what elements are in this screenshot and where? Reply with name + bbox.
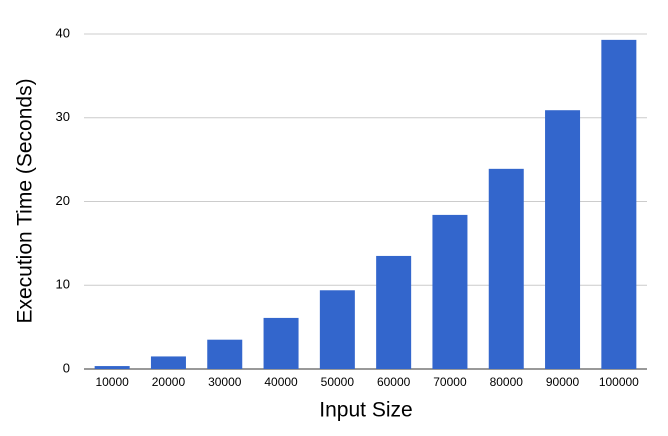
- y-tick-label: 40: [56, 25, 70, 40]
- bar: [319, 290, 355, 369]
- bar: [488, 168, 524, 369]
- y-tick-label: 30: [56, 109, 70, 124]
- y-tick-label: 20: [56, 193, 70, 208]
- y-tick-label: 0: [63, 360, 70, 375]
- y-tick-label: 10: [56, 277, 70, 292]
- x-tick-label: 70000: [433, 375, 467, 389]
- x-tick-label: 60000: [377, 375, 411, 389]
- x-tick-label: 30000: [208, 375, 242, 389]
- x-tick-label: 50000: [321, 375, 355, 389]
- x-tick-label: 80000: [490, 375, 524, 389]
- x-axis-title: Input Size: [319, 399, 412, 422]
- x-tick-label: 20000: [152, 375, 186, 389]
- bar: [207, 339, 243, 369]
- x-tick-label: 10000: [95, 375, 129, 389]
- bar: [94, 366, 130, 369]
- x-tick-label: 40000: [264, 375, 298, 389]
- bar: [150, 356, 186, 369]
- bar: [545, 110, 581, 370]
- x-tick-label: 90000: [546, 375, 580, 389]
- bar: [263, 317, 299, 369]
- x-tick-label: 100000: [599, 375, 639, 389]
- y-axis-title: Execution Time (Seconds): [14, 78, 37, 323]
- bar: [432, 214, 468, 369]
- bar: [601, 39, 637, 370]
- bar: [376, 255, 412, 369]
